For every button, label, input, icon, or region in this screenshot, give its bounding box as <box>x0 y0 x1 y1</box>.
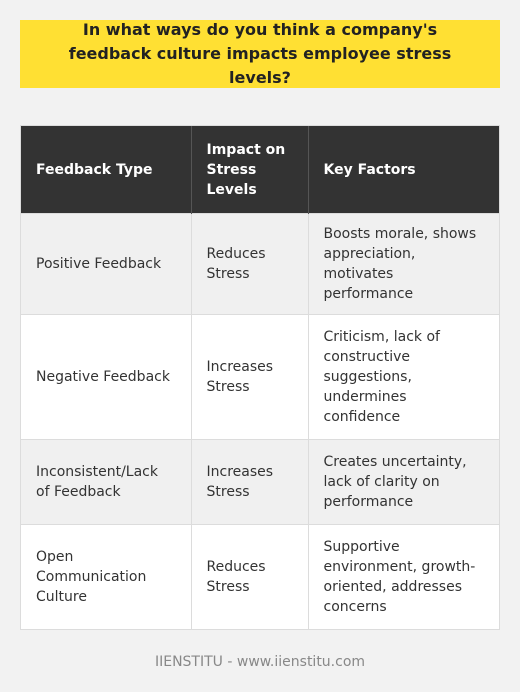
cell-key-factors: Boosts morale, shows appreciation, motiv… <box>307 213 499 315</box>
cell-feedback-type: Inconsistent/Lack of Feedback <box>21 439 191 525</box>
cell-feedback-type: Positive Feedback <box>21 213 191 315</box>
cell-key-factors: Criticism, lack of constructive suggesti… <box>307 314 499 440</box>
table-row: Open Communication Culture Reduces Stres… <box>21 524 499 629</box>
cell-feedback-type: Negative Feedback <box>21 314 191 440</box>
feedback-table: Feedback Type Impact on Stress Levels Ke… <box>21 126 499 629</box>
header-feedback-type: Feedback Type <box>21 126 191 214</box>
header-key-factors: Key Factors <box>307 126 499 214</box>
question-text: In what ways do you think a company's fe… <box>68 20 452 87</box>
cell-key-factors: Creates uncertainty, lack of clarity on … <box>307 439 499 525</box>
question-banner: In what ways do you think a company's fe… <box>20 20 500 88</box>
table-row: Inconsistent/Lack of Feedback Increases … <box>21 439 499 525</box>
table-row: Negative Feedback Increases Stress Criti… <box>21 314 499 440</box>
footer-credit: IIENSTITU - www.iienstitu.com <box>154 654 366 670</box>
table-row: Positive Feedback Reduces Stress Boosts … <box>21 213 499 315</box>
cell-key-factors: Supportive environment, growth-oriented,… <box>307 524 499 629</box>
header-impact: Impact on Stress Levels <box>190 126 308 214</box>
cell-impact: Reduces Stress <box>190 213 308 315</box>
cell-impact: Increases Stress <box>190 439 308 525</box>
table-header-row: Feedback Type Impact on Stress Levels Ke… <box>21 126 499 214</box>
feedback-table-container: Feedback Type Impact on Stress Levels Ke… <box>20 125 500 630</box>
cell-impact: Reduces Stress <box>190 524 308 629</box>
cell-feedback-type: Open Communication Culture <box>21 524 191 629</box>
cell-impact: Increases Stress <box>190 314 308 440</box>
